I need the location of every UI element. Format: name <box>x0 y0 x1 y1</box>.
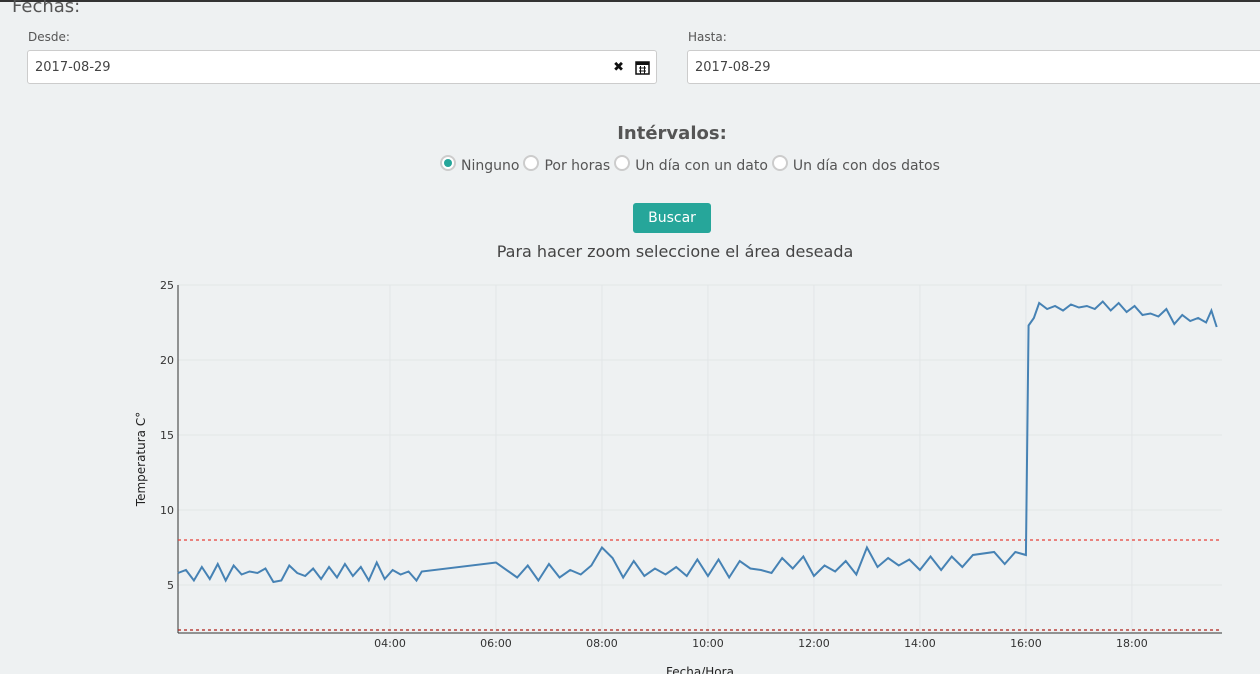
radio-option[interactable]: Ninguno <box>440 155 520 174</box>
y-tick-label: 10 <box>160 504 174 517</box>
y-tick-label: 25 <box>160 279 174 292</box>
calendar-icon[interactable] <box>635 60 650 75</box>
x-tick-label: 04:00 <box>374 637 406 650</box>
to-input[interactable]: 2017-08-29 <box>687 50 1260 84</box>
top-bar <box>0 0 1260 2</box>
x-tick-label: 10:00 <box>692 637 724 650</box>
radio-group: Ninguno Por horas Un día con un dato Un día… <box>440 155 944 178</box>
y-tick-label: 15 <box>160 429 174 442</box>
radio-button[interactable] <box>440 155 456 171</box>
chart-title: Para hacer zoom seleccione el área desea… <box>496 242 854 261</box>
x-tick-label: 16:00 <box>1010 637 1042 650</box>
x-axis-label: Fecha/Hora <box>666 665 734 674</box>
x-tick-label: 14:00 <box>904 637 936 650</box>
from-label: Desde: <box>28 30 70 44</box>
x-tick-label: 06:00 <box>480 637 512 650</box>
y-tick-label: 20 <box>160 354 174 367</box>
radio-label: Ninguno <box>461 158 520 174</box>
data-line <box>177 300 1218 584</box>
chart: 5 10 15 20 25 04:00 06:00 08:00 10:00 12:00 14:00 1… <box>134 279 1222 674</box>
radio-option[interactable]: Un día con dos datos <box>771 155 940 174</box>
radio-label: Un día con un dato <box>635 158 768 174</box>
section-title: Fechas: <box>12 0 81 17</box>
to-value: 2017-08-29 <box>695 60 771 75</box>
x-tick-label: 12:00 <box>798 637 830 650</box>
radio-option[interactable]: Por horas <box>523 155 611 174</box>
radio-option[interactable]: Un día con un dato <box>614 155 768 174</box>
y-axis-label: Temperatura C° <box>134 412 148 507</box>
radio-label: Un día con dos datos <box>792 158 940 174</box>
x-tick-label: 08:00 <box>586 637 618 650</box>
x-tick-label: 18:00 <box>1116 637 1148 650</box>
radio-button[interactable] <box>614 155 631 171</box>
from-input[interactable]: 2017-08-29 ✖ <box>27 50 657 84</box>
intervals-title: Intérvalos: <box>617 123 727 144</box>
y-tick-label: 5 <box>167 579 174 592</box>
from-value: 2017-08-29 <box>35 60 111 75</box>
radio-button[interactable] <box>523 155 540 171</box>
search-button[interactable]: Buscar <box>633 203 711 233</box>
clear-icon[interactable]: ✖ <box>613 60 624 75</box>
radio-label: Por horas <box>544 158 611 174</box>
to-label: Hasta: <box>688 30 727 44</box>
radio-button[interactable] <box>771 155 788 171</box>
